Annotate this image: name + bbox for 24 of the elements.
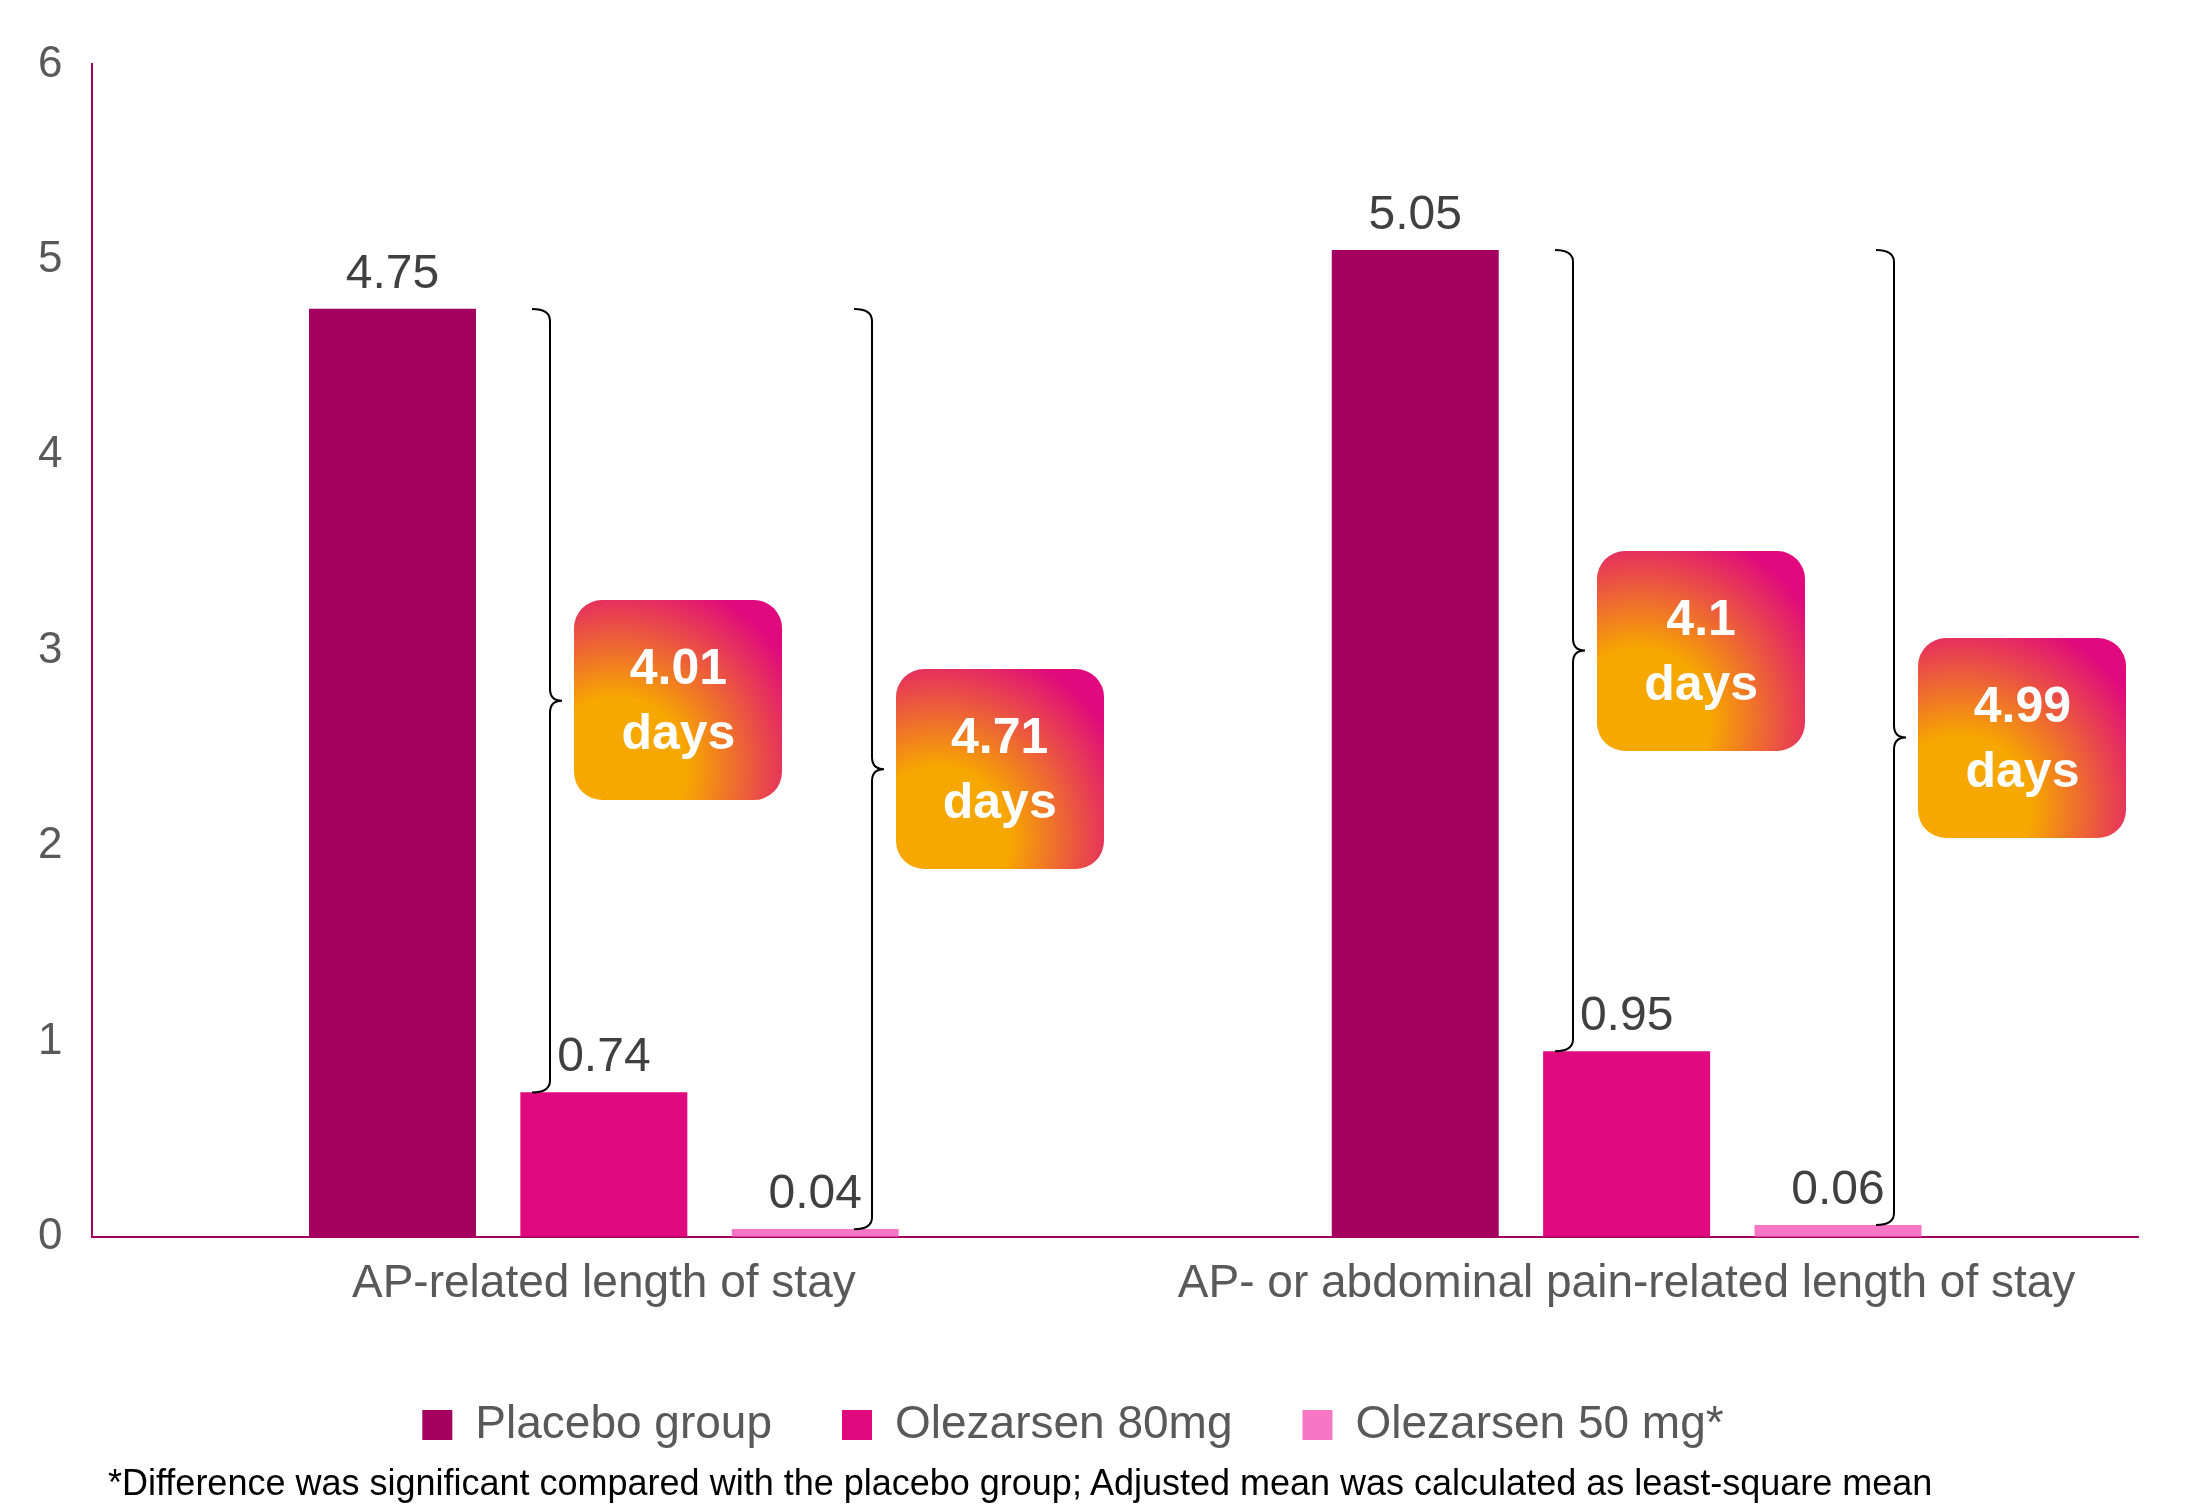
x-tick-label: AP-related length of stay xyxy=(351,1255,856,1308)
y-tick-label: 4 xyxy=(37,427,63,477)
data-label: 4.75 xyxy=(345,244,440,298)
data-label: 0.74 xyxy=(557,1028,651,1082)
y-tick-label: 3 xyxy=(37,622,63,672)
text: *Difference was significant compared with the placebo group; Adjusted mean was calculated as least-square mean xyxy=(108,1462,1934,1504)
bar xyxy=(1543,1051,1711,1237)
y-tick-label: 1 xyxy=(37,1013,63,1063)
bar xyxy=(1754,1225,1922,1237)
bar xyxy=(520,1092,688,1237)
annotation: 4.71 days xyxy=(941,706,1058,831)
legend-label: Placebo group xyxy=(475,1395,772,1448)
annotation: 4.01 days xyxy=(620,638,737,763)
annotation: 4.99 days xyxy=(1964,675,2081,800)
legend-label: Olezarsen 80mg xyxy=(894,1395,1233,1448)
data-label: 5.05 xyxy=(1368,186,1462,240)
data-label: 0.95 xyxy=(1579,987,1674,1041)
y-tick-label: 5 xyxy=(37,231,63,281)
y-tick-label: 2 xyxy=(37,818,63,868)
y-tick-label: 0 xyxy=(37,1208,63,1258)
x-tick-label: AP- or abdominal pain-related length of stay xyxy=(1177,1255,2076,1308)
annotation: 4.1 days xyxy=(1643,588,1760,713)
legend-label: Olezarsen 50 mg* xyxy=(1355,1395,1724,1448)
y-tick-label: 6 xyxy=(37,36,63,86)
